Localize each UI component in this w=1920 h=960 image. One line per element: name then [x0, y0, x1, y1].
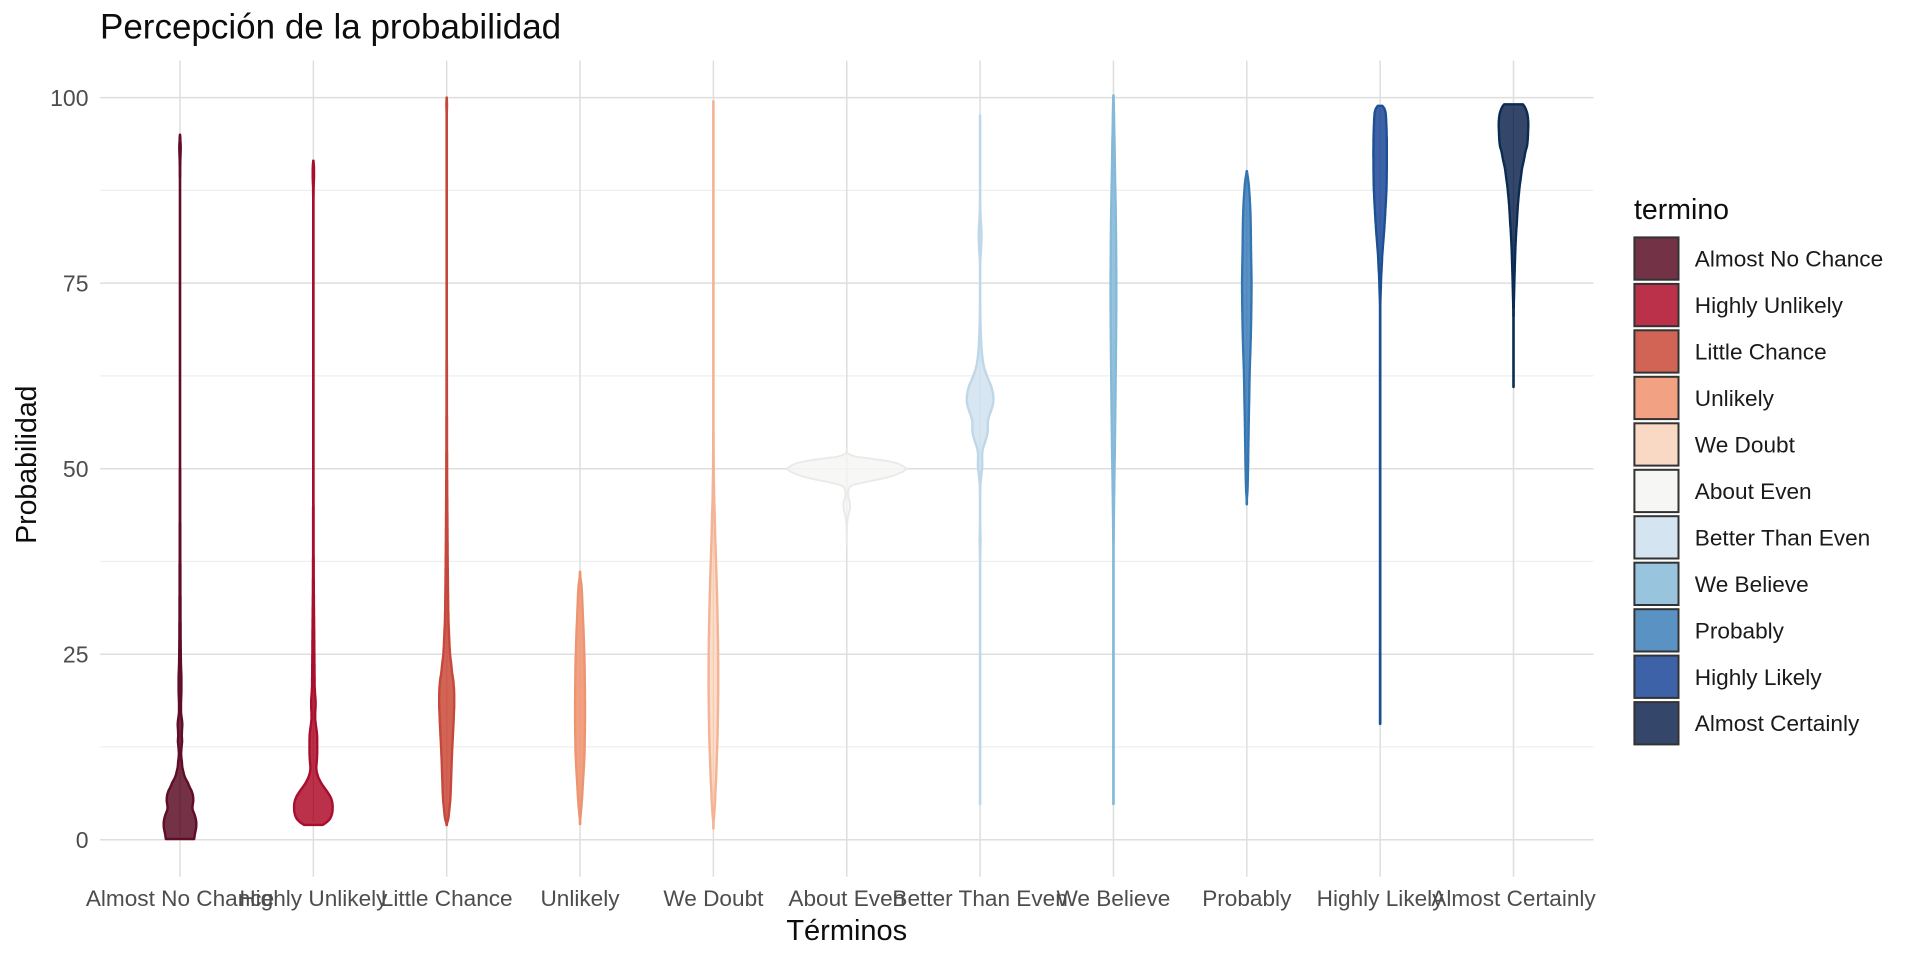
- svg-text:We Believe: We Believe: [1056, 886, 1170, 911]
- svg-text:Probably: Probably: [1695, 618, 1785, 643]
- svg-text:Almost No Chance: Almost No Chance: [1695, 247, 1883, 272]
- svg-text:Percepción de la probabilidad: Percepción de la probabilidad: [100, 8, 561, 47]
- svg-text:0: 0: [76, 827, 89, 853]
- svg-text:Unlikely: Unlikely: [540, 886, 620, 911]
- svg-text:Almost Certainly: Almost Certainly: [1431, 886, 1596, 911]
- svg-text:Almost Certainly: Almost Certainly: [1695, 711, 1860, 736]
- svg-text:Little Chance: Little Chance: [381, 886, 513, 911]
- svg-text:25: 25: [63, 642, 89, 668]
- svg-text:Highly Unlikely: Highly Unlikely: [239, 886, 388, 911]
- svg-text:Highly Likely: Highly Likely: [1317, 886, 1445, 911]
- svg-text:termino: termino: [1634, 194, 1729, 226]
- svg-text:Better Than Even: Better Than Even: [892, 886, 1067, 911]
- svg-text:50: 50: [63, 456, 89, 482]
- svg-text:100: 100: [50, 85, 88, 111]
- svg-text:About Even: About Even: [1695, 479, 1812, 504]
- svg-text:About Even: About Even: [788, 886, 905, 911]
- svg-text:75: 75: [63, 270, 89, 296]
- svg-text:Highly Likely: Highly Likely: [1695, 665, 1823, 690]
- svg-text:Probabilidad: Probabilidad: [11, 385, 43, 543]
- svg-text:Unlikely: Unlikely: [1695, 386, 1775, 411]
- svg-text:We Doubt: We Doubt: [1695, 432, 1796, 457]
- svg-text:Probably: Probably: [1202, 886, 1292, 911]
- svg-text:Better Than Even: Better Than Even: [1695, 525, 1870, 550]
- svg-text:Highly Unlikely: Highly Unlikely: [1695, 293, 1844, 318]
- svg-text:Little Chance: Little Chance: [1695, 340, 1827, 365]
- svg-text:Almost No Chance: Almost No Chance: [86, 886, 274, 911]
- svg-text:We Believe: We Believe: [1695, 572, 1809, 597]
- svg-text:Términos: Términos: [786, 915, 907, 947]
- svg-text:We Doubt: We Doubt: [663, 886, 764, 911]
